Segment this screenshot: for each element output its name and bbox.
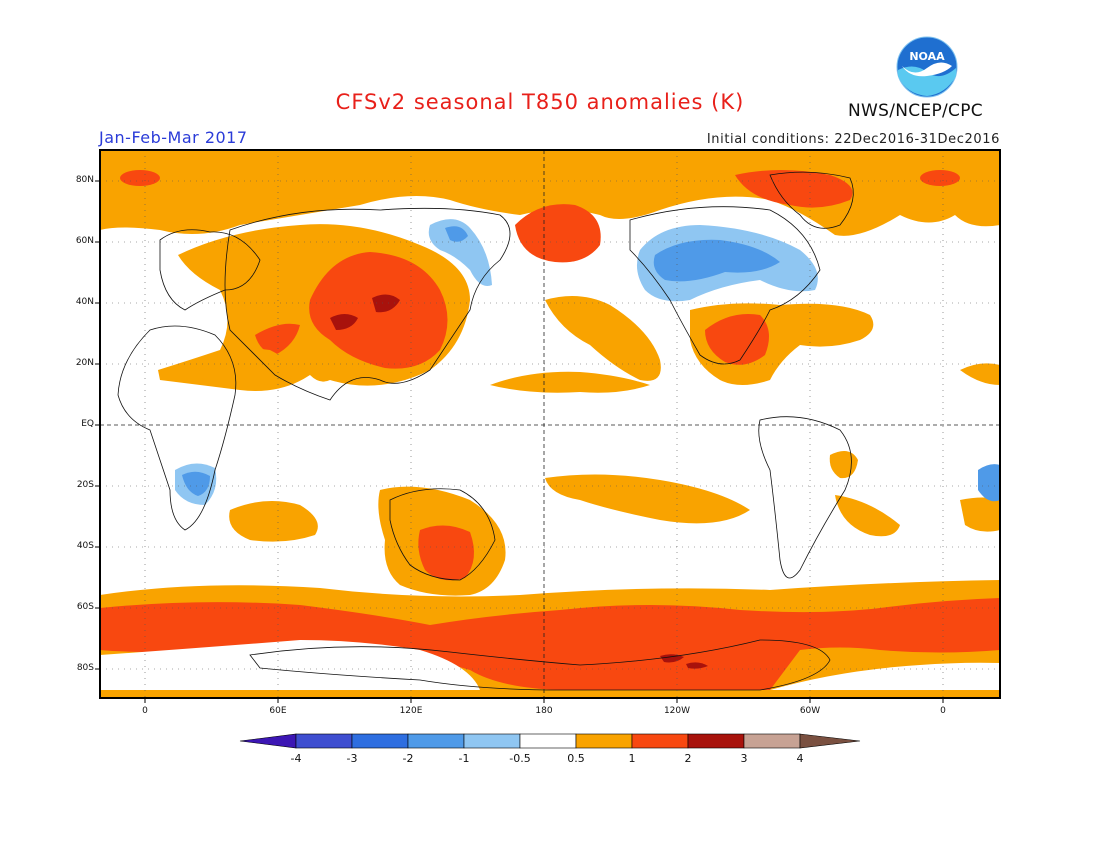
lon-label: 120W — [663, 706, 691, 716]
colorbar-label: 2 — [684, 752, 692, 765]
noaa-logo-text: NOAA — [909, 50, 945, 63]
colorbar-swatch — [631, 733, 689, 749]
colorbar-label: -4 — [290, 752, 302, 765]
lon-label: 60E — [269, 706, 287, 716]
coastlines — [117, 171, 854, 691]
agency-label: NWS/NCEP/CPC — [848, 101, 983, 121]
colorbar-swatch — [295, 733, 353, 749]
lat-label: 60S — [76, 602, 94, 612]
lat-label: 40N — [75, 297, 94, 307]
map-frame — [99, 149, 1001, 699]
colorbar-label: 0.5 — [567, 752, 585, 765]
equator-dateline — [100, 150, 1000, 698]
colorbar-swatch — [519, 733, 577, 749]
colorbar-arrow-left — [239, 733, 297, 749]
lat-label: 20N — [75, 358, 94, 368]
colorbar-swatch — [463, 733, 521, 749]
lat-label: 40S — [76, 541, 94, 551]
noaa-logo: NOAA — [896, 36, 958, 98]
lon-label: 120E — [399, 706, 423, 716]
map-title: CFSv2 seasonal T850 anomalies (K) — [0, 90, 1100, 114]
colorbar-arrow-right — [799, 733, 861, 749]
colorbar-label: -2 — [402, 752, 414, 765]
lat-label: 60N — [75, 236, 94, 246]
lon-label: 60W — [799, 706, 821, 716]
colorbar — [239, 733, 861, 749]
colorbar-label: -0.5 — [509, 752, 531, 765]
lat-label: 80N — [75, 175, 94, 185]
anomaly-fields — [100, 150, 1000, 698]
axis-ticks — [95, 180, 944, 703]
colorbar-swatch — [743, 733, 801, 749]
colorbar-swatch — [575, 733, 633, 749]
colorbar-label: 1 — [628, 752, 636, 765]
lat-label: 80S — [76, 663, 94, 673]
lat-label: EQ — [81, 419, 94, 429]
colorbar-label: -3 — [346, 752, 358, 765]
lat-label: 20S — [76, 480, 94, 490]
lon-label: 180 — [535, 706, 553, 716]
season-label: Jan-Feb-Mar 2017 — [99, 128, 248, 147]
lat-lon-grid — [100, 150, 1000, 698]
colorbar-label: 3 — [740, 752, 748, 765]
map-title-text: CFSv2 seasonal T850 anomalies (K) — [335, 90, 745, 114]
lon-label: 0 — [142, 706, 148, 716]
colorbar-swatch — [351, 733, 409, 749]
colorbar-label: -1 — [458, 752, 470, 765]
lon-label: 0 — [940, 706, 946, 716]
initial-conditions-label: Initial conditions: 22Dec2016-31Dec2016 — [706, 132, 1000, 147]
colorbar-label: 4 — [796, 752, 804, 765]
colorbar-swatch — [407, 733, 465, 749]
colorbar-swatch — [687, 733, 745, 749]
